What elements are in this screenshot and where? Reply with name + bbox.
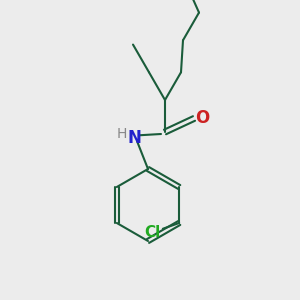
Text: H: H — [117, 127, 127, 141]
Text: N: N — [127, 129, 141, 147]
Text: O: O — [195, 110, 209, 128]
Text: Cl: Cl — [144, 225, 160, 240]
